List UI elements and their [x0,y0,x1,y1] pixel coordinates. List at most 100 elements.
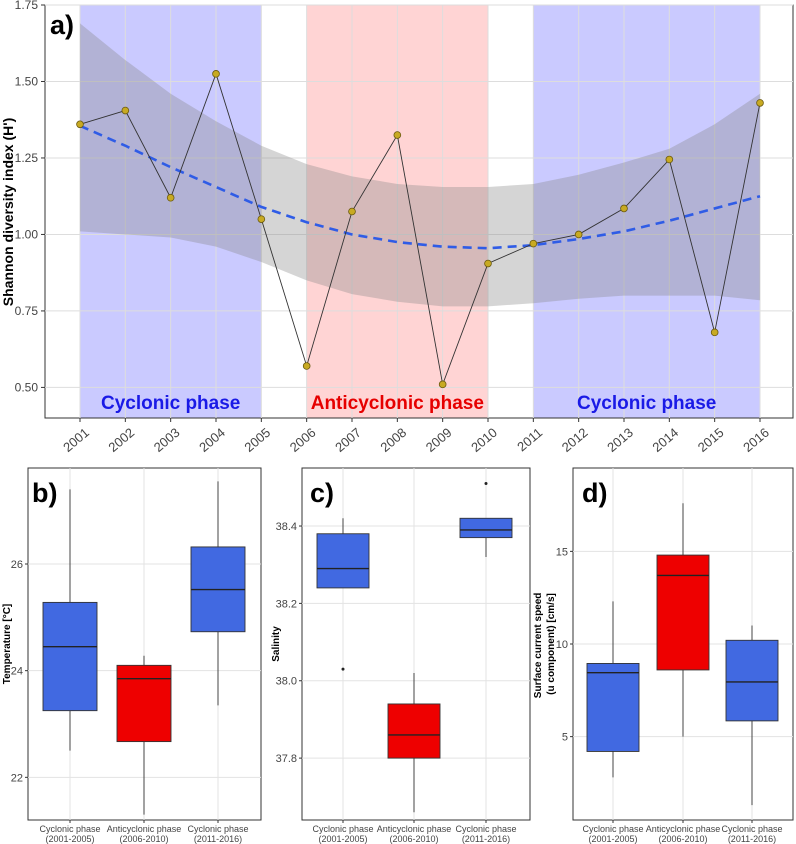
point-2014 [665,155,674,164]
box-1 [42,489,98,751]
panel-a-y-ticks: 0.50 0.75 1.00 1.25 1.50 1.75 [15,0,45,394]
phase-label-1: Cyclonic phase [101,393,240,414]
y-tick-label-22: 22 [11,772,23,784]
point-2013 [620,204,628,213]
x-tick-label-2007: 2007 [332,425,364,455]
x-tick-label-2008: 2008 [377,425,409,455]
point-2011 [529,239,538,248]
box-3 [725,625,779,806]
panel-c: 37.838.038.238.4 Cyclonic phase(2001-200… [271,467,531,844]
x-tick-label-2002: 2002 [105,425,137,455]
x-tick-label-2015: 2015 [695,425,727,455]
panel-a-x-ticks: 2001 2002 2003 2004 2005 2006 2007 2008 2009 2010… [60,418,772,455]
y-tick-label-10: 10 [556,639,568,651]
point-2008 [393,131,402,139]
x-tick-label-2009: 2009 [423,425,455,455]
box-3 [190,481,246,706]
x-tick-label-2013: 2013 [604,425,636,455]
x-tick-label-1-line2: (2001-2005) [588,834,637,844]
x-tick-label-3-line2: (2011-2016) [194,834,242,844]
x-tick-label-2-line2: (2006-2010) [658,834,707,844]
point-2004 [212,70,220,78]
x-tick-label-3-line2: (2011-2016) [728,834,776,844]
phase-labels: Cyclonic phase Anticyclonic phase Cyclonic… [101,393,716,414]
box-3 [459,481,513,557]
panel-c-label: c) [310,478,334,508]
y-tick-label-0.50: 0.50 [15,380,39,394]
y-tick-label-5: 5 [562,732,568,744]
box-1 [316,518,370,671]
y-tick-label-0.75: 0.75 [15,304,39,318]
outlier-1 [341,667,345,671]
point-2002 [121,106,130,115]
panel-c-y-ticks: 37.8 38.0 38.2 38.4 [276,521,302,765]
box-body [116,664,172,743]
trend-line [79,124,761,250]
point-2003 [166,193,175,202]
observed-line [79,72,761,387]
x-tick-label-1-line1: Cyclonic phase [312,824,373,834]
box-1 [586,601,640,778]
y-tick-label-15: 15 [556,546,568,558]
phase-label-2: Anticyclonic phase [311,393,484,414]
box-2 [387,673,441,813]
x-tick-label-2-line1: Anticyclonic phase [107,824,182,834]
phase-band-3 [533,5,760,418]
panel-d-y-label-line2: (u component) [cm/s] [546,593,557,695]
x-tick-label-1-line2: (2001-2005) [45,834,94,844]
panel-b-y-ticks: 22 24 26 [11,559,28,784]
box-body [725,639,779,722]
panel-d-boxes [586,503,779,806]
box-2 [116,655,172,815]
point-2010 [484,259,492,268]
x-tick-label-2-line1: Anticyclonic phase [646,824,721,834]
box-body [586,663,640,752]
x-tick-label-2005: 2005 [241,425,273,455]
panel-c-y-label: Salinity [271,626,282,662]
panel-a-label: a) [50,10,74,40]
x-tick-label-2-line2: (2006-2010) [119,834,168,844]
panel-a: Cyclonic phase Anticyclonic phase Cyclonic… [0,0,794,455]
box-2 [656,503,710,737]
panel-a-y-label: Shannon diversity index (H') [0,118,16,306]
point-2006 [302,362,311,370]
point-2005 [257,215,266,223]
panel-d-x-ticks: Cyclonic phase (2001-2005) Anticyclonic ph… [582,820,783,844]
confidence-band [80,23,760,307]
x-tick-label-3-line2: (2011-2016) [462,834,510,844]
y-tick-label-38.2: 38.2 [276,598,297,610]
x-tick-label-3-line1: Cyclonic phase [721,824,782,834]
observed-points [76,70,764,389]
panel-b: 22 24 26 Cyclonic phase(2001-2005)Anticycl… [2,467,262,844]
point-2009 [438,380,447,389]
box-body [459,517,513,539]
x-tick-label-2012: 2012 [559,425,591,455]
panel-d-label: d) [582,478,607,508]
x-tick-label-3-line1: Cyclonic phase [455,824,516,834]
panel-b-x-ticks: Cyclonic phase(2001-2005)Anticyclonic ph… [39,820,249,844]
panel-d: 5 10 15 Cyclonic phase (2001-2005) Anticyclo… [533,467,794,844]
y-tick-label-1.00: 1.00 [15,227,39,241]
panel-b-y-label: Temperature [°C] [2,604,13,685]
box-body [656,554,710,671]
x-tick-label-2-line1: Anticyclonic phase [377,824,452,834]
y-tick-label-26: 26 [11,559,23,571]
panel-a-border [44,4,794,419]
y-tick-label-37.8: 37.8 [276,753,297,765]
y-tick-label-24: 24 [11,666,23,678]
point-2016 [756,99,764,107]
x-tick-label-2001: 2001 [60,425,92,455]
panel-b-boxes [42,481,246,815]
x-tick-label-1-line2: (2001-2005) [318,834,367,844]
y-tick-label-38.0: 38.0 [276,676,297,688]
x-tick-label-2014: 2014 [649,425,681,455]
y-tick-label-1.50: 1.50 [15,74,39,88]
point-2012 [574,230,583,239]
point-2001 [76,120,84,129]
box-body [387,703,441,759]
panel-c-boxes [316,481,513,813]
x-tick-label-2011: 2011 [514,425,545,454]
box-body [42,601,98,712]
x-tick-label-2003: 2003 [151,425,183,455]
